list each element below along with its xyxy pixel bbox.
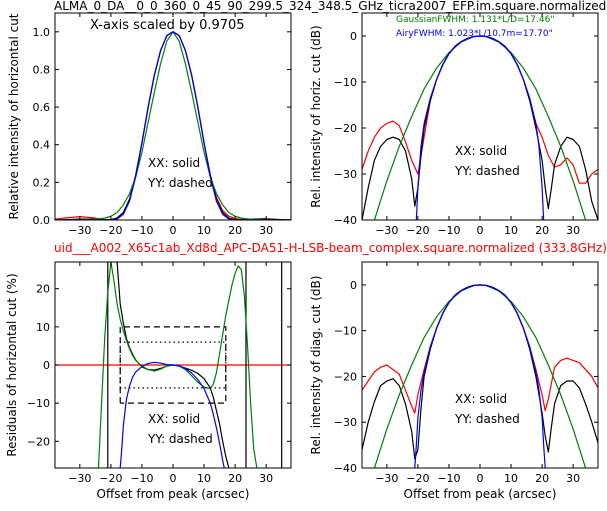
chart-p4-ylabel: Rel. intensity of diag. cut (dB) bbox=[309, 276, 323, 455]
chart-p3-xtick-label: 30 bbox=[259, 472, 273, 485]
chart-p4-xtick-label: 30 bbox=[566, 472, 580, 485]
chart-p2-ytick-label: −40 bbox=[334, 214, 357, 227]
chart-p4-xtick-label: −30 bbox=[375, 472, 398, 485]
chart-p4-series-black-1 bbox=[362, 284, 598, 460]
chart-p4-note: XX: solid bbox=[455, 392, 507, 406]
chart-p4-xtick-label: −20 bbox=[406, 472, 429, 485]
chart-p1-series-blue-3 bbox=[55, 31, 291, 220]
chart-p2-xtick-label: 0 bbox=[477, 224, 484, 237]
chart-p3-ytick-label: 20 bbox=[36, 283, 50, 296]
chart-p4-ytick-label: −10 bbox=[334, 325, 357, 338]
chart-p1-series-red-0 bbox=[55, 31, 291, 220]
chart-p2-frame bbox=[361, 12, 599, 221]
chart-p2-note: YY: dashed bbox=[454, 164, 520, 178]
chart-p3-note: YY: dashed bbox=[147, 432, 213, 446]
chart-p2-ytick-label: 0 bbox=[350, 30, 357, 43]
chart-p2-series-black-1 bbox=[362, 35, 598, 220]
chart-p1-xtick-label: −30 bbox=[68, 224, 91, 237]
chart-p4-xtick-label: 10 bbox=[504, 472, 518, 485]
chart-p1-xtick-label: 30 bbox=[259, 224, 273, 237]
chart-p2-legend-entry: AiryFWHM: 1.023*L/10.7m=17.70" bbox=[396, 29, 553, 39]
chart-p4-xtick-label: 20 bbox=[535, 472, 549, 485]
chart-p4-xtick-label: −10 bbox=[437, 472, 460, 485]
chart-p1-series-green-2 bbox=[55, 31, 291, 220]
chart-p3-ytick-label: −10 bbox=[27, 397, 50, 410]
figure-mid-title: uid___A002_X65c1ab_Xd8d_APC-DA51-H-LSB-b… bbox=[54, 241, 607, 255]
chart-p1-ytick-label: 0.8 bbox=[33, 63, 51, 76]
chart-p1-ylabel: Relative intensity of horizontal cut bbox=[7, 13, 21, 219]
chart-p1-note: XX: solid bbox=[148, 156, 200, 170]
chart-p2-ytick-label: −20 bbox=[334, 122, 357, 135]
chart-p4-frame bbox=[361, 261, 599, 469]
chart-p3-xtick-label: 20 bbox=[228, 472, 242, 485]
chart-p1-ytick-label: 0.0 bbox=[33, 214, 51, 227]
chart-p1-annotation: X-axis scaled by 0.9705 bbox=[90, 18, 245, 33]
chart-p1-note: YY: dashed bbox=[147, 176, 213, 190]
chart-p1-xtick-label: −10 bbox=[130, 224, 153, 237]
chart-p4-xtick-label: 0 bbox=[477, 472, 484, 485]
chart-p4-series-green-2 bbox=[373, 284, 587, 468]
chart-p1-xtick-label: 10 bbox=[197, 224, 211, 237]
chart-p3-xlabel: Offset from peak (arcsec) bbox=[97, 487, 250, 501]
chart-p4-ytick-label: −30 bbox=[334, 416, 357, 429]
chart-p4-ytick-label: −20 bbox=[334, 370, 357, 383]
chart-p2: −30 −20 −10 0 10 20 30 −40 −30 −20 −10 0 Rel. intens… bbox=[309, 12, 599, 237]
chart-p2-series-blue-3 bbox=[415, 35, 545, 220]
chart-p3-note: XX: solid bbox=[148, 412, 200, 426]
chart-p1-xtick-label: 20 bbox=[228, 224, 242, 237]
chart-p4-xlabel: Offset from peak (arcsec) bbox=[404, 487, 557, 501]
chart-p3: −30 −20 −10 0 10 20 30 −20 −10 0 10 20 Residuals of … bbox=[5, 261, 292, 501]
chart-p2-xtick-label: 10 bbox=[504, 224, 518, 237]
chart-p4: −30 −20 −10 0 10 20 30 −40 −30 −20 −10 0 Rel. intens… bbox=[309, 261, 599, 501]
chart-p2-series-red-0 bbox=[362, 35, 598, 184]
chart-p4-ytick-label: 0 bbox=[350, 279, 357, 292]
chart-p4-note: YY: dashed bbox=[454, 412, 520, 426]
chart-p3-xtick-label: 10 bbox=[197, 472, 211, 485]
chart-p3-xtick-label: −20 bbox=[99, 472, 122, 485]
chart-p3-xtick-label: −30 bbox=[68, 472, 91, 485]
chart-p3-xtick-label: 0 bbox=[170, 472, 177, 485]
chart-p4-ytick-label: −40 bbox=[334, 462, 357, 475]
chart-p1-ytick-label: 0.4 bbox=[33, 139, 51, 152]
chart-p2-xtick-label: −10 bbox=[437, 224, 460, 237]
chart-p2-xtick-label: 30 bbox=[566, 224, 580, 237]
chart-p4-series-blue-3 bbox=[414, 284, 546, 468]
chart-p1-xtick-label: 0 bbox=[170, 224, 177, 237]
chart-p1-ytick-label: 0.2 bbox=[33, 176, 51, 189]
chart-p3-xtick-label: −10 bbox=[130, 472, 153, 485]
chart-p2-legend-entry: GaussianFWHM: 1.131*L/D=17.46" bbox=[396, 15, 554, 25]
chart-p2-series-group bbox=[362, 35, 598, 220]
chart-p3-ylabel: Residuals of horizontal cut (%) bbox=[5, 273, 19, 456]
chart-p1-xtick-label: −20 bbox=[99, 224, 122, 237]
chart-p3-ytick-label: 0 bbox=[43, 359, 50, 372]
chart-p3-ytick-label: −20 bbox=[27, 435, 50, 448]
chart-p2-series-green-2 bbox=[373, 35, 587, 220]
chart-p2-xtick-label: −30 bbox=[375, 224, 398, 237]
chart-p1-ytick-label: 1.0 bbox=[33, 26, 51, 39]
chart-p1-series-black-1 bbox=[55, 31, 291, 220]
chart-p2-xtick-label: −20 bbox=[406, 224, 429, 237]
chart-p1-series-group bbox=[55, 31, 291, 220]
chart-p1-ytick-label: 0.6 bbox=[33, 101, 51, 114]
chart-p2-ytick-label: −30 bbox=[334, 168, 357, 181]
chart-p2-ylabel: Rel. intensity of horiz. cut (dB) bbox=[309, 25, 323, 207]
chart-p2-xtick-label: 20 bbox=[535, 224, 549, 237]
chart-p3-series-green-5 bbox=[97, 262, 258, 468]
chart-p3-ytick-label: 10 bbox=[36, 321, 50, 334]
chart-p2-ytick-label: −10 bbox=[334, 76, 357, 89]
chart-p3-series-black-7 bbox=[119, 326, 227, 404]
figure-top-title: ALMA_0_DA__0_0_360_0_45_90_299.5_324_348… bbox=[54, 0, 606, 13]
chart-p1: −30 −20 −10 0 10 20 30 0.0 0.2 0.4 0.6 0.8 1.0 Relati… bbox=[7, 12, 292, 237]
chart-p3-series-group bbox=[55, 262, 291, 468]
chart-p4-series-group bbox=[362, 284, 598, 468]
chart-p2-note: XX: solid bbox=[455, 144, 507, 158]
